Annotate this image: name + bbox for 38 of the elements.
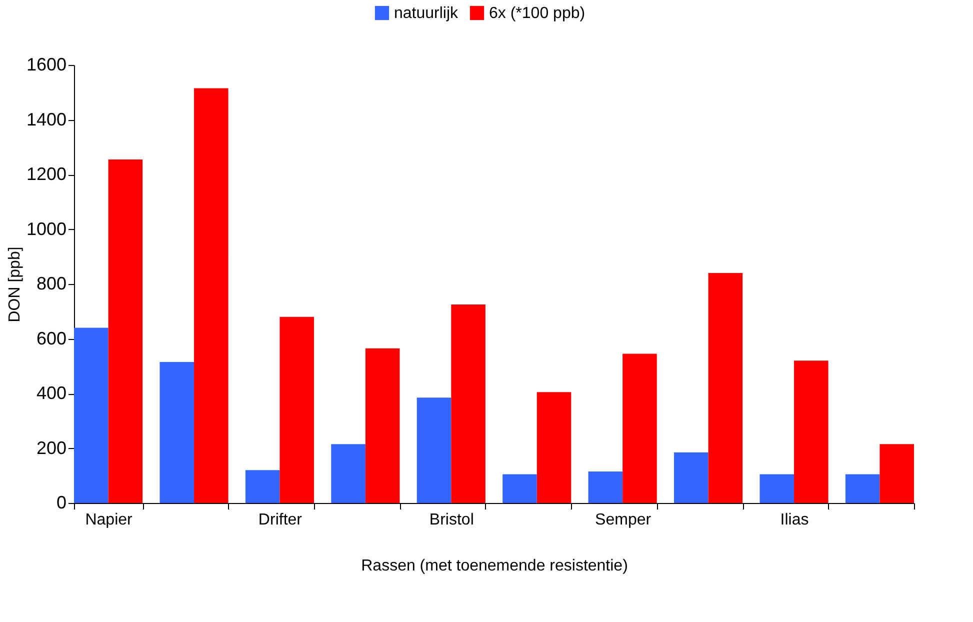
y-tick-label: 1400: [26, 109, 66, 130]
bar: [160, 362, 194, 503]
y-tick-label: 1000: [26, 218, 66, 239]
bar: [365, 348, 400, 503]
legend-label: natuurlijk: [394, 5, 460, 22]
x-axis-title: Rassen (met toenemende resistentie): [361, 558, 628, 574]
x-tick-label: Semper: [595, 512, 652, 528]
x-tick-label: Bristol: [429, 512, 474, 528]
bar: [845, 474, 880, 503]
y-tick-label: 400: [36, 383, 66, 403]
bar: [674, 452, 708, 503]
y-tick-label: 200: [36, 438, 66, 458]
bar: [760, 474, 794, 503]
bar: [622, 354, 657, 503]
y-tick-label: 0: [56, 492, 66, 512]
bar: [708, 273, 743, 503]
x-tick-label: Napier: [85, 512, 134, 528]
bar: [331, 444, 366, 503]
x-tick-label: Drifter: [258, 512, 303, 528]
bar: [794, 360, 828, 503]
bar: [502, 474, 537, 503]
bar: [588, 472, 623, 503]
bar: [74, 328, 108, 503]
y-tick-label: 800: [36, 274, 66, 294]
x-tick-label: Ilias: [780, 512, 809, 528]
legend-label: 6x (*100 ppb): [489, 5, 586, 22]
bar: [536, 392, 572, 503]
bar: [416, 398, 452, 503]
bar: [245, 470, 280, 503]
bar: [880, 444, 914, 503]
bar: [108, 159, 143, 503]
y-tick-label: 1200: [26, 164, 66, 184]
y-tick-label: 1600: [26, 54, 66, 74]
bar: [194, 88, 228, 503]
bar: [451, 304, 486, 503]
bar: [280, 316, 314, 503]
y-axis-title: DON [ppb]: [6, 246, 24, 322]
y-tick-label: 600: [36, 328, 66, 348]
